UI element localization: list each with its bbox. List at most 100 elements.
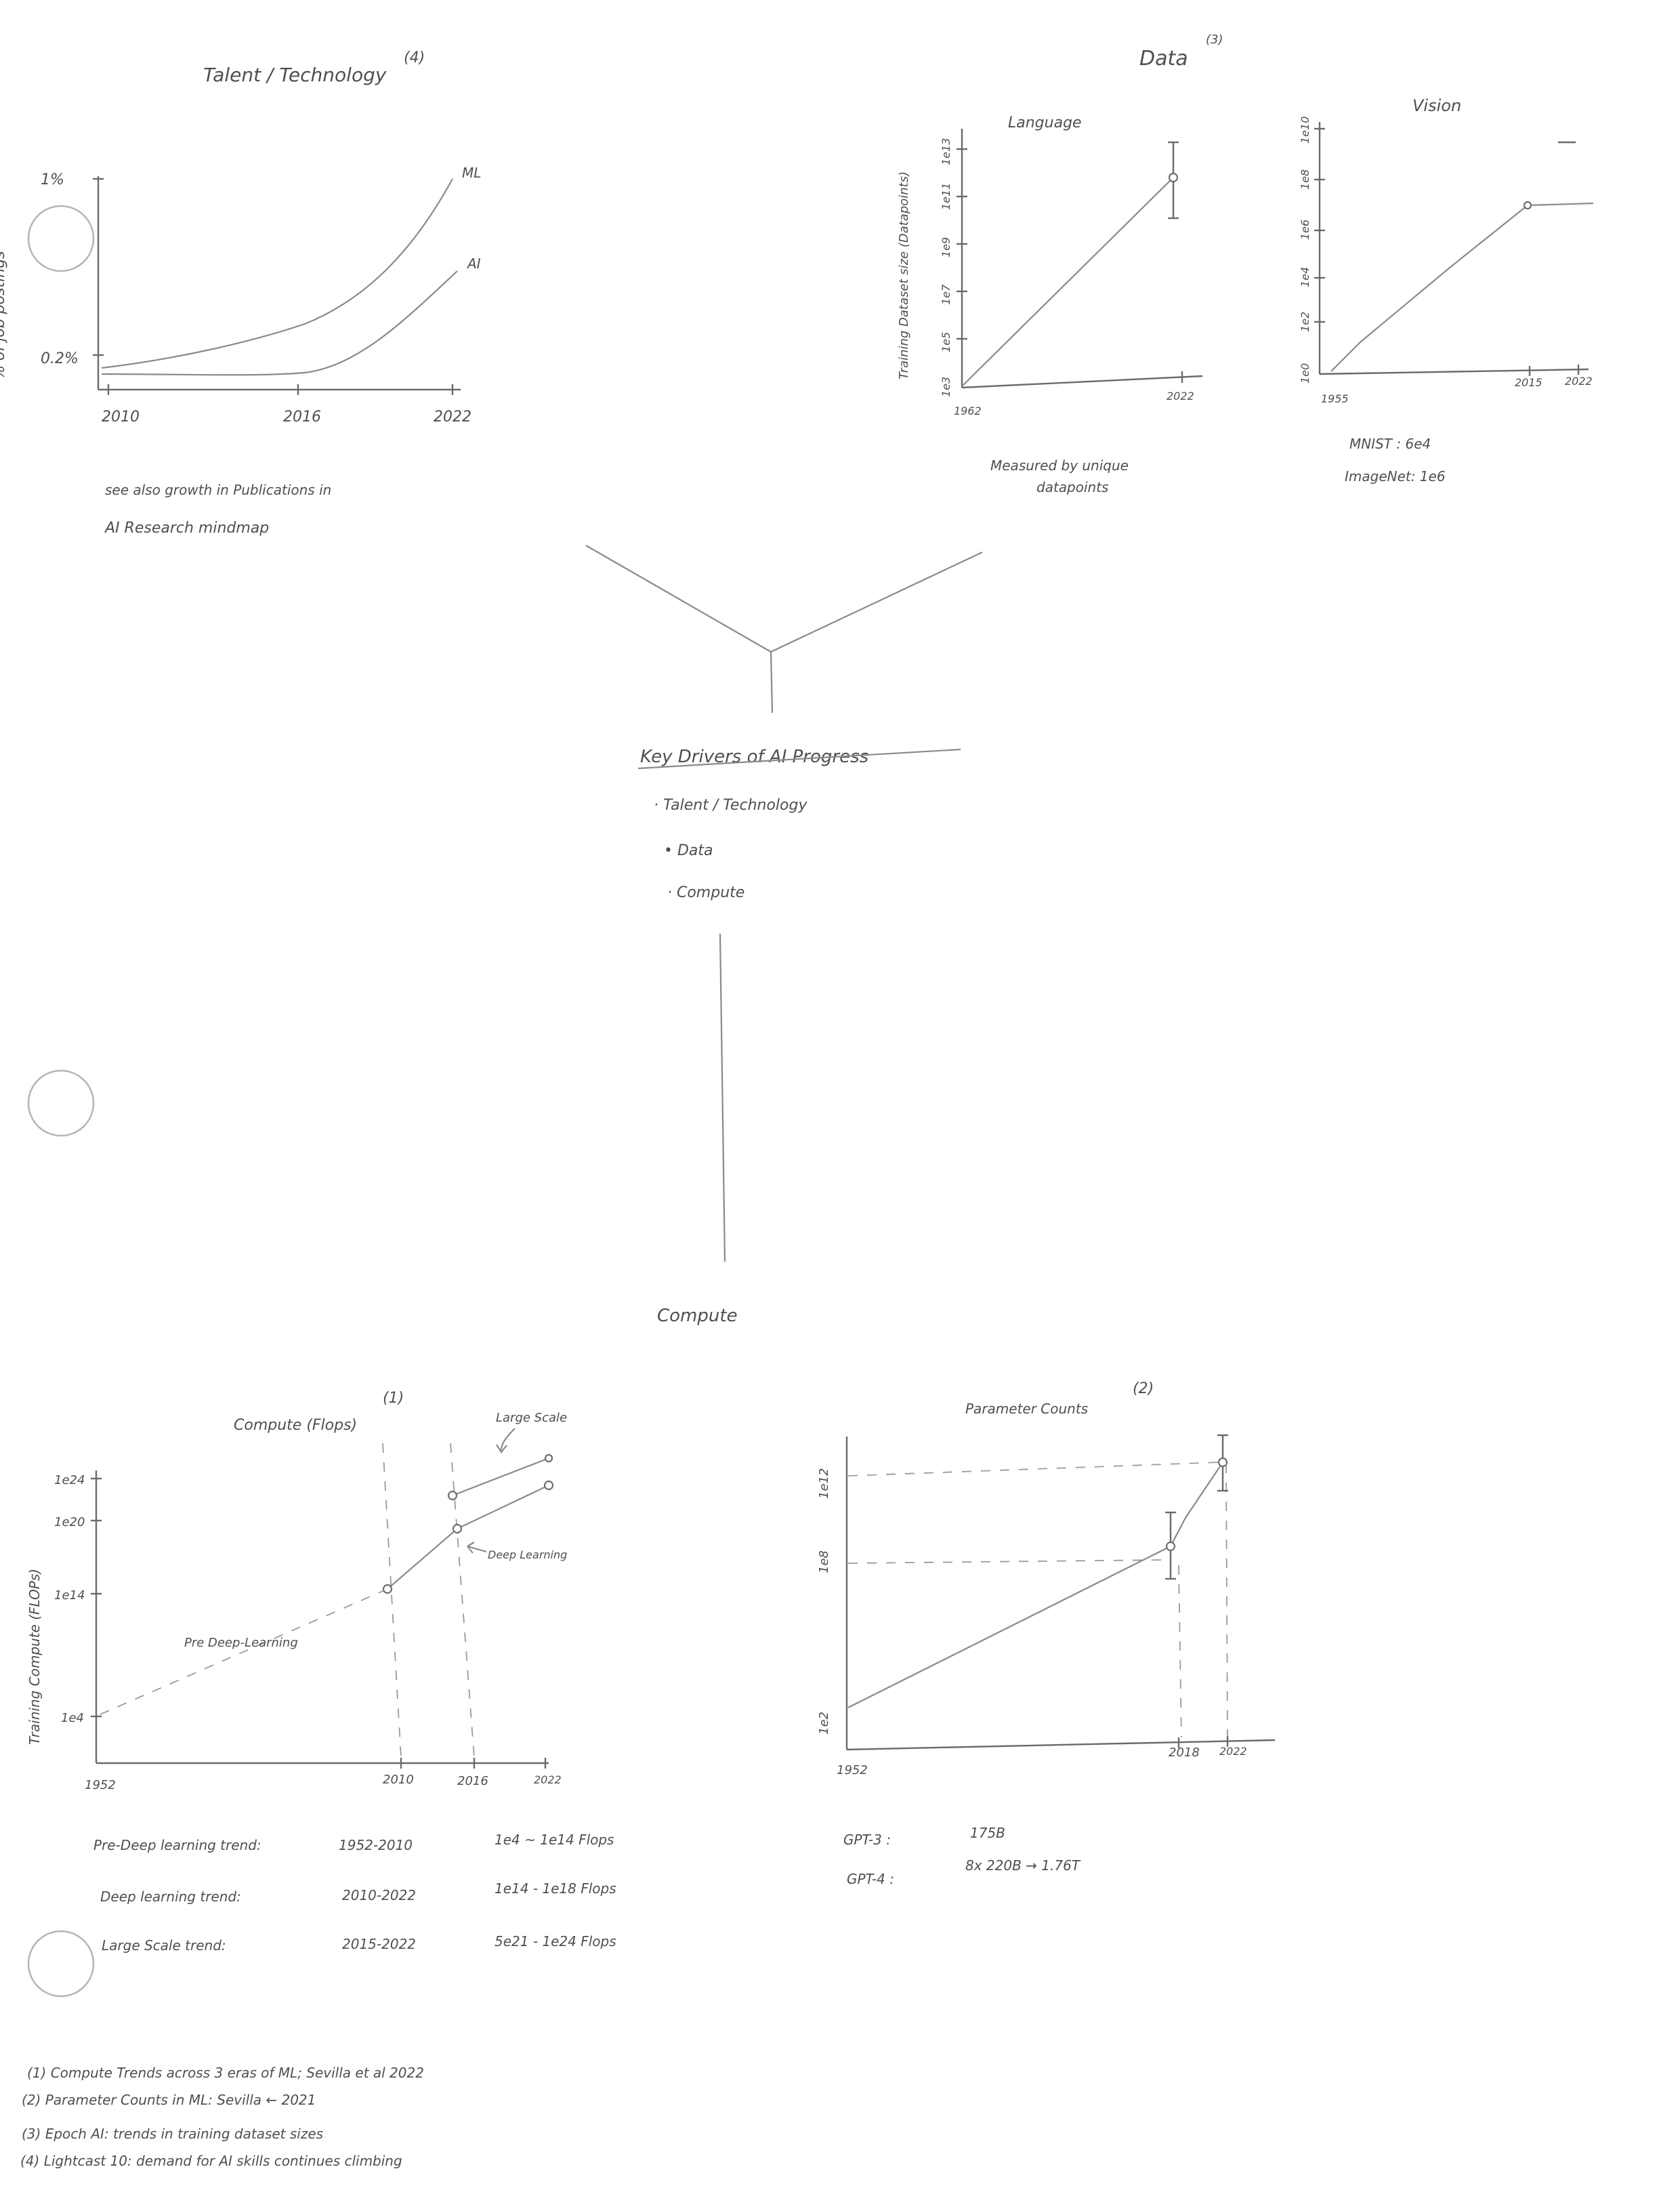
talent-chart: Talent / Technology (4) 1% 0.2% 2010 201… bbox=[41, 49, 481, 537]
guide-line bbox=[847, 1559, 1169, 1564]
gpt-notes: GPT-3 : 175B GPT-4 : 8x 220B → 1.76T bbox=[843, 1825, 1081, 1887]
gpt-value: 175B bbox=[970, 1825, 1005, 1841]
y-tick-label: 1e10 bbox=[1299, 117, 1311, 144]
parameter-chart: Parameter Counts (2) 1e12 1e8 1e2 1952 2… bbox=[817, 1380, 1276, 1777]
trend-range: 5e21 - 1e24 Flops bbox=[495, 1933, 616, 1949]
deep-learning-line bbox=[387, 1485, 549, 1590]
large-scale-arrow bbox=[500, 1428, 516, 1451]
x-tick-label: 2016 bbox=[283, 409, 321, 426]
data-point bbox=[447, 1490, 458, 1501]
trend-years: 1952-2010 bbox=[339, 1837, 413, 1853]
x-tick-label: 2010 bbox=[383, 1773, 414, 1787]
x-tick-label: 2016 bbox=[457, 1774, 488, 1788]
trend-years: 2015-2022 bbox=[342, 1936, 416, 1952]
x-axis bbox=[846, 1739, 1276, 1751]
ml-series-line bbox=[101, 178, 453, 369]
deep-learning-arrow bbox=[467, 1542, 487, 1554]
punch-hole bbox=[27, 205, 95, 272]
references: (1) Compute Trends across 3 eras of ML; … bbox=[20, 2065, 424, 2169]
margin-label: % of job postings bbox=[0, 251, 8, 379]
data-point bbox=[1217, 1457, 1228, 1468]
vision-note: ImageNet: 1e6 bbox=[1345, 468, 1446, 484]
data-point bbox=[1168, 172, 1179, 183]
connector-compute bbox=[719, 933, 726, 1262]
y-tick-label: 1e4 bbox=[1299, 267, 1311, 287]
talent-note: AI Research mindmap bbox=[104, 520, 269, 537]
y-tick-label: 1% bbox=[41, 171, 64, 188]
center-item: · Compute bbox=[667, 884, 744, 901]
x-tick-label: 2022 bbox=[1219, 1745, 1247, 1758]
trend-range: 1e14 - 1e18 Flops bbox=[495, 1880, 616, 1897]
pre-deep-learning-line bbox=[100, 1588, 388, 1715]
x-axis bbox=[961, 375, 1203, 389]
y-tick-label: 1e24 bbox=[54, 1473, 85, 1487]
mindmap-center: Key Drivers of AI Progress · Talent / Te… bbox=[585, 545, 983, 1326]
ai-series-line bbox=[101, 270, 458, 376]
gpt-model: GPT-4 : bbox=[847, 1871, 894, 1887]
y-tick-label: 1e11 bbox=[940, 183, 952, 210]
compute-node-label: Compute bbox=[657, 1306, 738, 1326]
y-tick-label: 1e8 bbox=[817, 1550, 831, 1573]
guide-line bbox=[1225, 1463, 1228, 1737]
large-scale-label: Large Scale bbox=[496, 1411, 567, 1425]
y-tick-label: 1e2 bbox=[1299, 312, 1311, 332]
data-point bbox=[452, 1523, 463, 1534]
y-tick-label: 1e7 bbox=[940, 284, 952, 305]
y-tick-label: 1e0 bbox=[1299, 363, 1311, 384]
connector-data bbox=[770, 552, 983, 653]
deep-learning-label: Deep Learning bbox=[488, 1548, 567, 1561]
reference-item: (3) Epoch AI: trends in training dataset… bbox=[22, 2126, 323, 2142]
guide-line bbox=[1178, 1565, 1182, 1738]
trend-range: 1e4 ~ 1e14 Flops bbox=[495, 1832, 614, 1848]
compute-ylabel: Training Compute (FLOPs) bbox=[26, 1569, 43, 1745]
x-tick-label: 1962 bbox=[954, 405, 982, 417]
arrowhead bbox=[496, 1444, 507, 1453]
vision-note: MNIST : 6e4 bbox=[1349, 436, 1431, 452]
reference-item: (2) Parameter Counts in ML: Sevilla ← 20… bbox=[22, 2092, 316, 2108]
x-tick-label: 2015 bbox=[1515, 376, 1542, 389]
vision-chart: Vision 1e0 1e2 1e4 1e6 1e8 1e10 1955 201… bbox=[1299, 96, 1594, 484]
x-tick-label: 2018 bbox=[1169, 1746, 1200, 1760]
data-point bbox=[1165, 1541, 1176, 1552]
trend-name: Large Scale trend: bbox=[102, 1937, 226, 1954]
y-tick-label: 1e8 bbox=[1299, 169, 1311, 190]
reference-item: (4) Lightcast 10: demand for AI skills c… bbox=[20, 2153, 402, 2169]
y-tick-label: 1e12 bbox=[817, 1468, 831, 1499]
x-tick-label: 2022 bbox=[534, 1773, 562, 1786]
param-ref: (2) bbox=[1133, 1380, 1154, 1397]
large-scale-line bbox=[452, 1457, 549, 1497]
data-point bbox=[543, 1480, 554, 1491]
connector-up bbox=[770, 651, 774, 714]
gpt-value: 8x 220B → 1.76T bbox=[965, 1857, 1081, 1874]
y-tick-label: 1e2 bbox=[817, 1712, 831, 1735]
language-trend-line bbox=[961, 177, 1174, 387]
y-tick-label: 1e20 bbox=[54, 1515, 85, 1529]
pre-deep-learning-label: Pre Deep-Learning bbox=[184, 1636, 298, 1650]
y-tick-label: 1e6 bbox=[1299, 220, 1311, 240]
y-tick-label: 1e4 bbox=[61, 1711, 84, 1725]
language-chart: Language Training Dataset size (Datapoin… bbox=[897, 115, 1203, 495]
trend-name: Deep learning trend: bbox=[100, 1888, 241, 1905]
x-tick-label: 1952 bbox=[837, 1763, 868, 1777]
x-tick-label: 2022 bbox=[1565, 375, 1593, 388]
trend-name: Pre-Deep learning trend: bbox=[93, 1837, 261, 1853]
data-title: Data bbox=[1139, 47, 1188, 70]
data-point bbox=[1523, 201, 1532, 210]
talent-note: see also growth in Publications in bbox=[105, 482, 331, 498]
compute-chart: Compute (Flops) (1) Training Compute (FL… bbox=[26, 1390, 567, 1792]
talent-ref: (4) bbox=[404, 49, 425, 66]
y-tick-label: 1e13 bbox=[940, 138, 952, 165]
title-underline bbox=[637, 748, 961, 770]
x-tick-label: 2022 bbox=[434, 409, 471, 426]
punch-hole bbox=[27, 1069, 95, 1137]
y-tick-label: 1e3 bbox=[940, 377, 952, 397]
x-axis bbox=[1319, 368, 1589, 375]
language-title: Language bbox=[1008, 115, 1082, 131]
y-tick-label: 1e14 bbox=[54, 1588, 85, 1603]
language-note: datapoints bbox=[1036, 479, 1108, 495]
language-note: Measured by unique bbox=[990, 457, 1129, 474]
language-ylabel: Training Dataset size (Datapoints) bbox=[897, 171, 911, 379]
guide-line bbox=[847, 1462, 1220, 1477]
vision-title: Vision bbox=[1412, 96, 1461, 115]
